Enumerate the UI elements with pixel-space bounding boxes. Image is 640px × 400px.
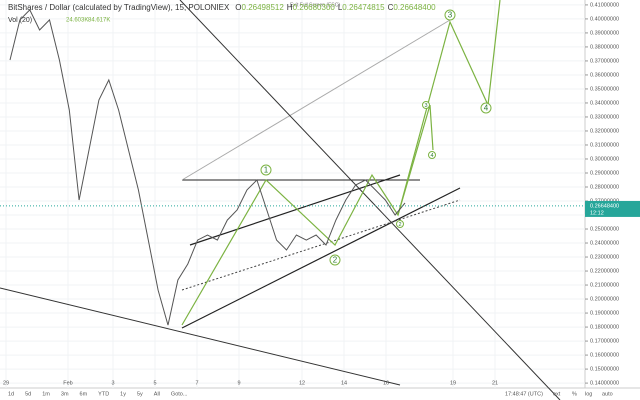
wave-marker (260, 164, 272, 176)
y-tick-label: 0.18000000 (590, 325, 619, 331)
wave-label: 2 (398, 222, 401, 228)
x-tick-label: 7 (195, 380, 198, 386)
y-tick-label: 0.23000000 (590, 254, 619, 260)
y-tick-label: 0.16000000 (590, 353, 619, 359)
wave-marker (480, 102, 492, 114)
wave-marker (396, 220, 404, 228)
y-tick-label: 0.37000000 (590, 58, 619, 64)
range-button[interactable]: 5d (25, 391, 31, 397)
y-tick-label: 0.30000000 (590, 156, 619, 162)
scale-option[interactable]: ext (553, 391, 561, 397)
x-tick-label: 5 (153, 380, 156, 386)
x-tick-label: 16 (383, 380, 389, 386)
y-tick-label: 0.35000000 (590, 86, 619, 92)
wave-label: 3 (424, 103, 427, 109)
y-tick-label: 0.38000000 (590, 44, 619, 50)
y-tick-label: 0.25000000 (590, 226, 619, 232)
range-button[interactable]: 1d (8, 391, 14, 397)
scale-option[interactable]: % (572, 391, 577, 397)
y-tick-label: 0.21000000 (590, 283, 619, 289)
y-tick-label: 0.34000000 (590, 100, 619, 106)
y-tick-label: 0.22000000 (590, 268, 619, 274)
y-tick-label: 0.36000000 (590, 72, 619, 78)
x-tick-label: 19 (450, 380, 456, 386)
range-button[interactable]: 1y (120, 391, 126, 397)
x-tick-label: 21 (492, 380, 498, 386)
range-button[interactable]: 5y (137, 391, 143, 397)
y-tick-label: 0.19000000 (590, 311, 619, 317)
range-button[interactable]: 3m (61, 391, 69, 397)
trendline (189, 174, 401, 246)
x-tick-label: 3 (111, 380, 114, 386)
wave-marker (329, 254, 341, 266)
exit-fullscreen[interactable]: Exit Full Screen (ESC) (290, 2, 340, 8)
y-tick-label: 0.28000000 (590, 184, 619, 190)
ohlc-value: 0.26498512 (242, 3, 285, 12)
last-price-label: 0.26648400 (590, 203, 619, 209)
wave-marker (422, 101, 430, 109)
y-tick-label: 0.14000000 (590, 381, 619, 387)
wave-label: 3 (448, 11, 453, 20)
trendline (181, 19, 451, 181)
wave-label: 4 (430, 153, 433, 159)
y-tick-label: 0.17000000 (590, 339, 619, 345)
last-price-box (585, 200, 640, 217)
x-tick-label: 14 (341, 380, 347, 386)
volume-value: 24.603K (66, 18, 88, 24)
wave-marker (428, 151, 436, 159)
scale-option[interactable]: log (585, 391, 592, 397)
trendline (0, 287, 401, 386)
ohlc-key: L (338, 3, 343, 12)
ohlc-value: 0.26648400 (393, 3, 436, 12)
y-tick-label: 0.29000000 (590, 170, 619, 176)
ohlc-value: 0.26474815 (342, 3, 385, 12)
wave-label: 2 (333, 256, 338, 265)
ohlc-value: 0.26680300 (293, 3, 336, 12)
y-tick-label: 0.32000000 (590, 128, 619, 134)
y-tick-label: 0.31000000 (590, 142, 619, 148)
range-button[interactable]: YTD (98, 391, 109, 397)
wave-marker (444, 9, 456, 21)
price-line (9, 9, 406, 326)
x-tick-label: 29 (3, 380, 9, 386)
scale-option[interactable]: auto (602, 391, 613, 397)
trendline (181, 199, 461, 291)
volume-value: 84.617K (88, 18, 110, 24)
grid (0, 0, 585, 388)
wave-label: 1 (264, 166, 269, 175)
y-tick-label: 0.39000000 (590, 30, 619, 36)
x-tick-label: Feb (63, 380, 72, 386)
y-tick-label: 0.41000000 (590, 2, 619, 8)
range-button[interactable]: All (154, 391, 160, 397)
range-button[interactable]: 6m (80, 391, 88, 397)
y-tick-label: 0.33000000 (590, 114, 619, 120)
ohlc-key: O (235, 3, 241, 12)
y-tick-label: 0.24000000 (590, 240, 619, 246)
trendline (179, 0, 561, 400)
y-tick-label: 0.15000000 (590, 367, 619, 373)
wave-projection (181, 0, 501, 326)
ohlc-key: H (287, 3, 293, 12)
range-button[interactable]: 1m (42, 391, 50, 397)
drawings (0, 0, 561, 400)
clock: 17:48:47 (UTC) (505, 391, 543, 397)
chart-title: BitShares / Dollar (calculated by Tradin… (8, 3, 230, 12)
trendline (181, 187, 461, 329)
range-button[interactable]: Goto... (171, 391, 188, 397)
x-tick-label: 12 (299, 380, 305, 386)
x-tick-label: 9 (237, 380, 240, 386)
y-tick-label: 0.20000000 (590, 297, 619, 303)
ohlc-key: C (388, 3, 394, 12)
y-tick-label: 0.40000000 (590, 16, 619, 22)
countdown: 12:12 (590, 210, 604, 216)
wave-label: 4 (484, 104, 489, 113)
